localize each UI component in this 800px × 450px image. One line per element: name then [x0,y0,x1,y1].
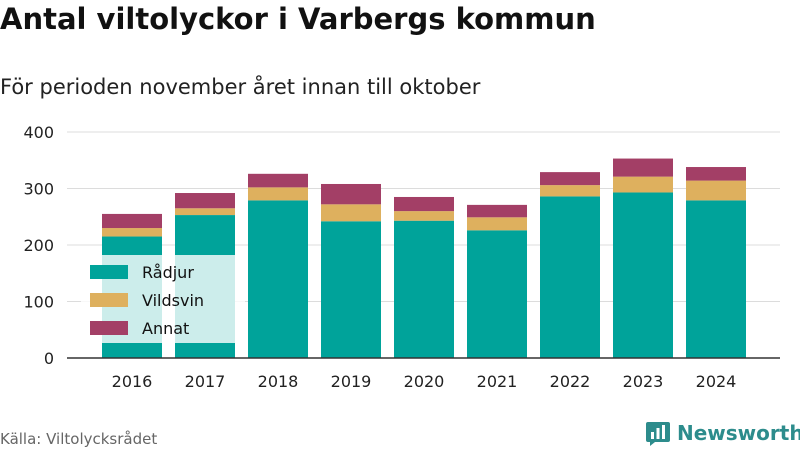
bar-annat-2019 [321,183,381,205]
bar-vildsvin-2022 [540,185,600,197]
y-tick-label: 300 [23,180,54,199]
bar-annat-2017 [175,193,235,209]
bar-vildsvin-2021 [467,217,527,231]
bar-vildsvin-2019 [321,204,381,222]
brand-name: Newsworthy [677,421,800,445]
brand-logo: Newsworthy [645,420,800,446]
axes: 0 100 200 300 400 2016 2017 2018 2019 2020 2021 202… [23,123,780,391]
bar-vildsvin-2020 [394,211,454,221]
bar-rådjur-2021 [467,230,527,358]
bar-rådjur-2024 [686,200,746,358]
x-tick-label: 2016 [112,372,153,391]
legend-swatch-annat [90,321,128,335]
x-tick-label: 2020 [404,372,445,391]
y-tick-label: 100 [23,293,54,312]
x-tick-label: 2023 [623,372,664,391]
bar-annat-2021 [467,204,527,218]
legend-swatch-vildsvin [90,293,128,307]
legend: Rådjur Vildsvin Annat [81,255,245,343]
bar-annat-2022 [540,172,600,186]
y-tick-label: 200 [23,236,54,255]
bar-chart-logo-icon [646,422,670,446]
bar-rådjur-2020 [394,220,454,358]
bar-vildsvin-2023 [613,176,673,193]
legend-label-vildsvin: Vildsvin [142,291,204,310]
x-tick-label: 2017 [185,372,226,391]
y-tick-label: 0 [44,349,54,368]
source-note: Källa: Viltolycksrådet [0,430,158,448]
x-tick-label: 2018 [258,372,299,391]
bar-rådjur-2022 [540,196,600,358]
bar-rådjur-2018 [248,200,308,358]
bar-rådjur-2019 [321,221,381,358]
bar-annat-2020 [394,196,454,212]
x-tick-label: 2022 [550,372,591,391]
legend-label-annat: Annat [142,319,189,338]
y-tick-label: 400 [23,123,54,142]
bar-rådjur-2023 [613,192,673,358]
x-tick-label: 2019 [331,372,372,391]
x-tick-label: 2021 [477,372,518,391]
legend-label-rådjur: Rådjur [142,263,194,282]
bar-annat-2018 [248,173,308,188]
bar-vildsvin-2024 [686,180,746,201]
chart-title: Antal viltolyckor i Varbergs kommun [0,2,596,36]
bar-vildsvin-2018 [248,187,308,201]
chart-subtitle: För perioden november året innan till ok… [0,75,481,99]
x-tick-label: 2024 [696,372,737,391]
bar-vildsvin-2017 [175,208,235,216]
bar-annat-2016 [102,213,162,229]
legend-swatch-rådjur [90,265,128,279]
bar-annat-2023 [613,158,673,177]
bar-annat-2024 [686,167,746,181]
bar-vildsvin-2016 [102,228,162,237]
